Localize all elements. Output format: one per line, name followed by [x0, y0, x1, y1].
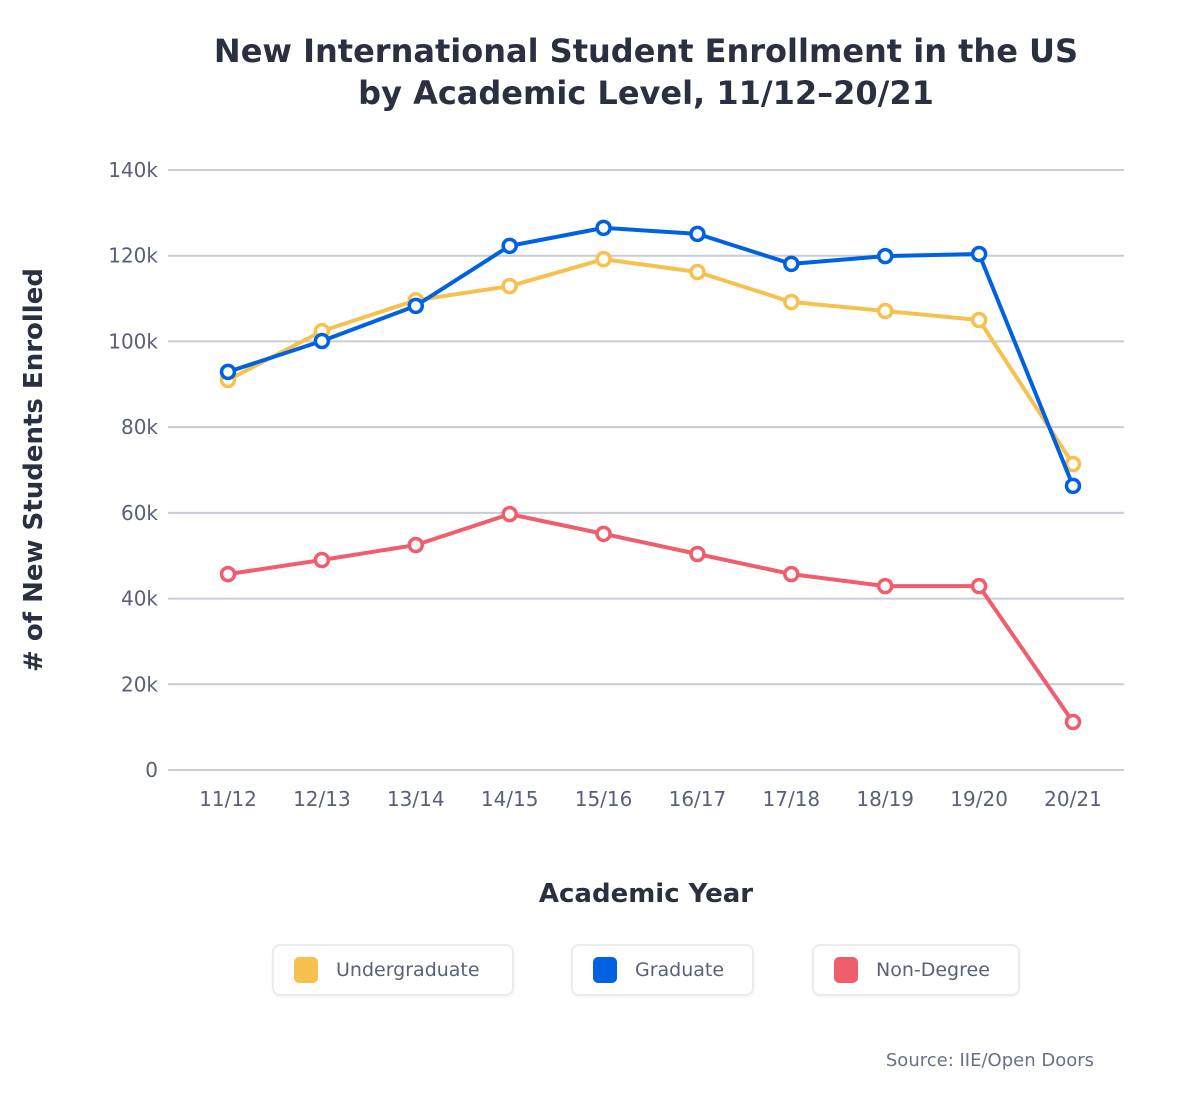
series-line-graduate — [227, 225, 1075, 487]
y-tick-label: 100k — [108, 329, 158, 353]
data-point-graduate — [595, 219, 612, 237]
x-tick-label: 19/20 — [950, 787, 1008, 811]
data-point-graduate — [501, 237, 518, 255]
y-tick-label: 20k — [121, 672, 158, 696]
x-tick-label: 20/21 — [1044, 787, 1102, 811]
legend-item-graduate[interactable]: Graduate — [571, 944, 754, 996]
data-point-non-degree — [689, 545, 706, 563]
y-tick-label: 0 — [145, 758, 158, 782]
data-point-undergraduate — [501, 277, 518, 295]
x-tick-label: 12/13 — [293, 787, 351, 811]
series-line-non-degree — [227, 512, 1075, 724]
x-tick-label: 15/16 — [575, 787, 633, 811]
data-point-non-degree — [970, 577, 988, 595]
legend-item-undergraduate[interactable]: Undergraduate — [272, 944, 514, 996]
legend-label: Non-Degree — [876, 959, 990, 981]
y-tick-label: 40k — [121, 587, 158, 611]
data-point-graduate — [970, 245, 988, 263]
data-point-undergraduate — [783, 293, 800, 311]
x-axis-label: Academic Year — [539, 879, 753, 909]
legend-swatch — [294, 957, 318, 983]
data-point-graduate — [689, 225, 706, 243]
data-point-undergraduate — [689, 263, 706, 281]
data-point-non-degree — [1064, 713, 1082, 731]
y-axis-label: # of New Students Enrolled — [19, 268, 49, 672]
title-line-1: New International Student Enrollment in … — [213, 32, 1079, 70]
data-point-graduate — [783, 255, 800, 273]
legend-item-non-degree[interactable]: Non-Degree — [812, 944, 1020, 996]
x-tick-label: 16/17 — [669, 787, 727, 811]
y-tick-label: 140k — [108, 158, 158, 182]
title-line-2: by Academic Level, 11/12–20/21 — [358, 74, 934, 112]
data-point-non-degree — [501, 505, 518, 523]
data-point-graduate — [219, 363, 237, 381]
legend-label: Undergraduate — [336, 959, 480, 981]
x-tick-label: 14/15 — [481, 787, 539, 811]
data-point-non-degree — [407, 536, 425, 554]
data-point-undergraduate — [970, 311, 988, 329]
data-point-undergraduate — [876, 302, 894, 320]
data-point-graduate — [876, 247, 894, 265]
legend-label: Graduate — [635, 959, 725, 981]
data-point-graduate — [407, 297, 425, 315]
data-point-non-degree — [876, 577, 894, 595]
x-tick-label: 17/18 — [763, 787, 821, 811]
data-point-non-degree — [313, 551, 331, 569]
y-tick-label: 120k — [108, 244, 158, 268]
x-tick-label: 11/12 — [199, 787, 257, 811]
data-point-non-degree — [219, 565, 237, 583]
data-point-undergraduate — [1064, 455, 1082, 473]
chart-title: New International Student Enrollment in … — [0, 30, 1200, 114]
x-tick-label: 18/19 — [856, 787, 914, 811]
data-point-graduate — [313, 332, 331, 350]
data-point-undergraduate — [595, 250, 612, 268]
data-point-graduate — [1064, 477, 1082, 495]
x-tick-label: 13/14 — [387, 787, 445, 811]
y-tick-label: 60k — [121, 501, 158, 525]
legend-swatch — [593, 957, 617, 983]
y-tick-label: 80k — [121, 415, 158, 439]
source-note: Source: IIE/Open Doors — [885, 1050, 1094, 1071]
data-point-non-degree — [595, 525, 612, 543]
data-point-non-degree — [783, 565, 800, 583]
series-line-undergraduate — [227, 257, 1075, 466]
legend-swatch — [834, 957, 858, 983]
